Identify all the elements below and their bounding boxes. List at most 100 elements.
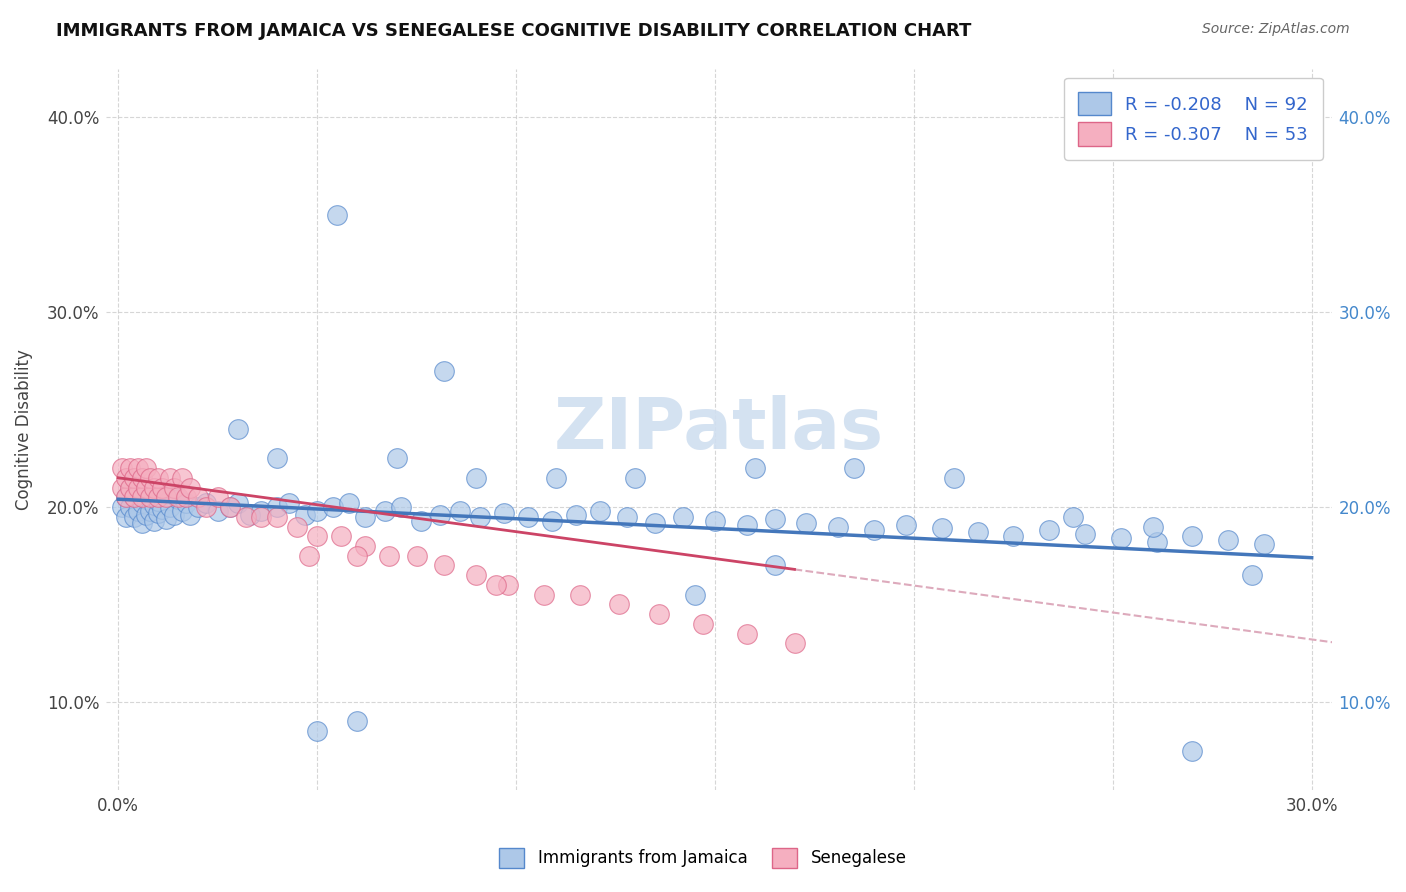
Point [307,504,329,518]
Point [111,500,134,514]
Point [194,496,217,510]
Point [226,496,249,510]
Point [131,471,153,485]
Point [307,529,329,543]
Point [111,481,134,495]
Point [150,481,173,495]
Point [179,481,201,495]
Point [330,529,353,543]
Point [568,588,591,602]
Point [127,504,149,518]
Point [298,549,321,563]
Point [218,500,240,514]
Point [609,598,631,612]
Point [266,500,288,514]
Point [170,504,193,518]
Point [285,519,308,533]
Point [624,471,647,485]
Point [207,490,229,504]
Point [470,509,492,524]
Point [1142,519,1164,533]
Point [135,461,157,475]
Point [294,508,316,522]
Point [326,208,349,222]
Point [465,471,488,485]
Point [115,490,138,504]
Point [194,500,217,514]
Point [966,525,988,540]
Point [143,498,166,512]
Text: ZIPatlas: ZIPatlas [554,394,884,464]
Point [146,494,169,508]
Point [163,508,186,522]
Point [155,490,177,504]
Point [120,461,142,475]
Point [541,514,564,528]
Point [354,509,377,524]
Point [155,512,177,526]
Point [207,504,229,518]
Point [494,506,516,520]
Point [163,481,186,495]
Point [496,578,519,592]
Point [405,549,427,563]
Point [385,451,408,466]
Point [683,588,706,602]
Point [409,514,432,528]
Point [122,490,145,504]
Point [131,516,153,530]
Point [135,492,157,507]
Point [122,509,145,524]
Point [139,486,162,500]
Point [120,481,142,495]
Legend: R = -0.208    N = 92, R = -0.307    N = 53: R = -0.208 N = 92, R = -0.307 N = 53 [1064,78,1323,160]
Point [374,504,396,518]
Point [1109,531,1132,545]
Point [174,490,197,504]
Point [120,481,142,495]
Point [278,496,301,510]
Point [139,504,162,518]
Point [744,461,766,475]
Point [167,490,190,504]
Point [187,500,209,514]
Point [139,490,162,504]
Point [139,471,162,485]
Point [322,500,344,514]
Point [1074,527,1097,541]
Point [1181,529,1204,543]
Point [429,508,451,522]
Point [1002,529,1025,543]
Point [796,516,818,530]
Point [170,471,193,485]
Point [931,521,953,535]
Point [115,490,138,504]
Point [150,484,173,499]
Point [564,508,586,522]
Point [111,461,134,475]
Point [389,500,412,514]
Point [644,516,666,530]
Point [127,481,149,495]
Point [122,490,145,504]
Point [1181,744,1204,758]
Point [346,549,368,563]
Point [894,517,917,532]
Point [146,471,169,485]
Point [127,461,149,475]
Point [735,626,758,640]
Point [150,502,173,516]
Point [704,514,727,528]
Point [433,363,456,377]
Point [218,500,240,514]
Point [465,568,488,582]
Point [167,492,190,507]
Point [354,539,377,553]
Point [1216,533,1239,548]
Point [346,714,368,729]
Point [672,509,695,524]
Point [307,724,329,739]
Point [135,481,157,495]
Point [143,514,166,528]
Point [942,471,965,485]
